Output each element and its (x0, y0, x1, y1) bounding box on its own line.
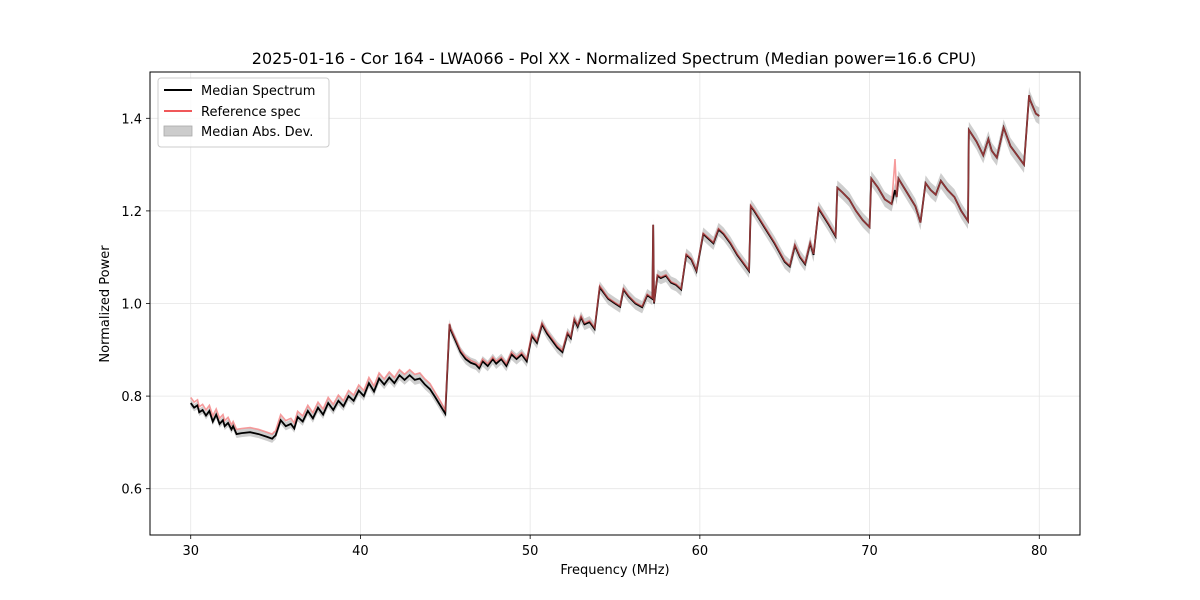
x-tick-label: 70 (861, 544, 878, 559)
series-layer (190, 94, 1040, 440)
x-tick-label: 30 (182, 544, 199, 559)
y-tick-label: 1.4 (121, 112, 142, 127)
x-tick-label: 60 (692, 544, 709, 559)
y-axis-label: Normalized Power (98, 245, 113, 363)
x-tick-label: 50 (522, 544, 539, 559)
legend-box (157, 77, 330, 148)
x-tick-label: 40 (352, 544, 369, 559)
legend-label-reference: Reference spec (201, 105, 301, 120)
y-tick-label: 0.6 (121, 483, 142, 498)
legend-swatch-mad (163, 125, 193, 137)
y-tick-label: 0.8 (121, 390, 142, 405)
y-axis: 0.6 0.8 1.0 1.2 1.4 (121, 112, 150, 498)
y-tick-label: 1.2 (121, 205, 142, 220)
legend-label-median: Median Spectrum (201, 84, 315, 99)
y-tick-label: 1.0 (121, 298, 142, 313)
plot-area (149, 71, 1081, 536)
x-tick-label: 80 (1031, 544, 1048, 559)
legend-label-mad: Median Abs. Dev. (201, 125, 313, 140)
x-axis: 30 40 50 60 70 80 (182, 535, 1048, 559)
series-reference-spec (190, 95, 1040, 436)
grid (150, 72, 1080, 535)
legend: Median Spectrum Reference spec Median Ab… (157, 77, 330, 148)
chart-title: 2025-01-16 - Cor 164 - LWA066 - Pol XX -… (252, 49, 976, 68)
x-axis-label: Frequency (MHz) (560, 563, 669, 578)
